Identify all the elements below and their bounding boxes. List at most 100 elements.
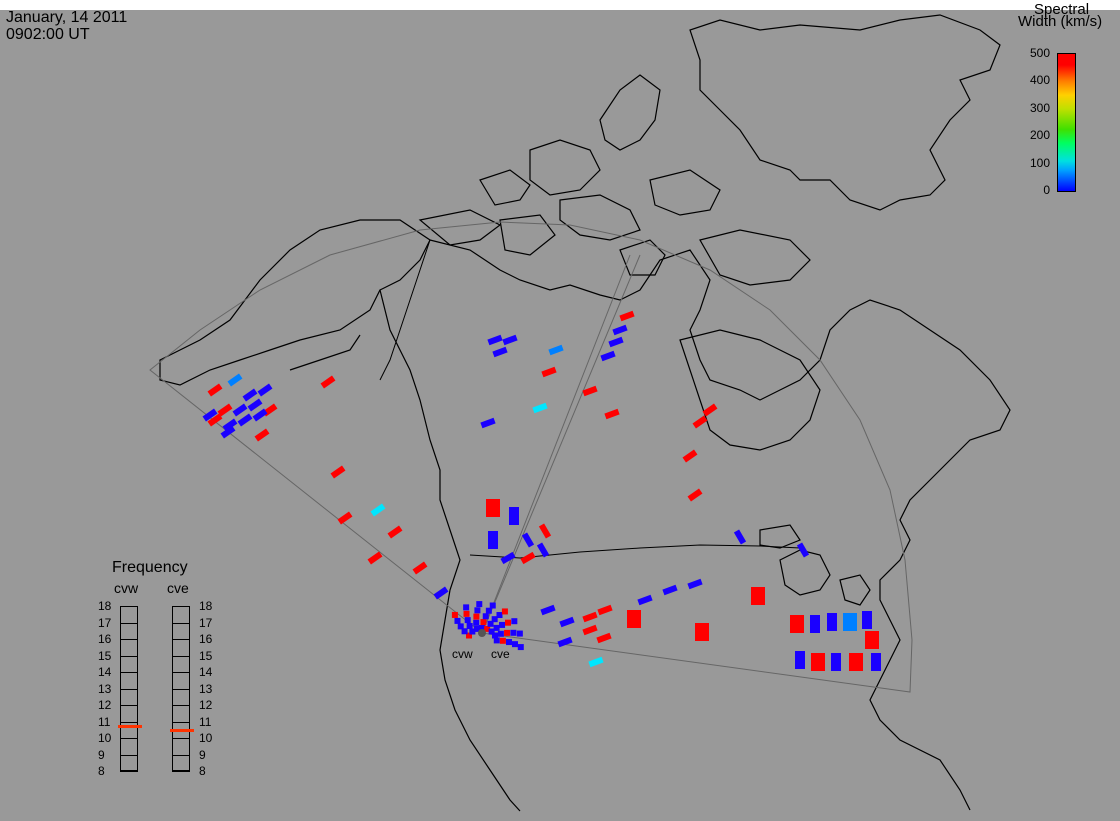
echo-cell-near (485, 607, 492, 614)
frequency-tick-left: 11 (98, 714, 111, 729)
echo-cell (540, 604, 556, 616)
echo-cell (227, 373, 243, 387)
echo-cell (849, 653, 863, 671)
echo-cell (557, 636, 573, 648)
echo-cell (536, 542, 550, 558)
echo-cell (608, 336, 624, 348)
echo-cell (702, 403, 718, 417)
frequency-tick-mark (172, 639, 190, 640)
echo-cell (865, 631, 879, 649)
echo-cell (862, 611, 872, 629)
echo-cell-near (501, 608, 508, 615)
spectral-width-colorbar (1057, 53, 1076, 192)
echo-cell (687, 488, 703, 502)
frequency-tick-right: 18 (199, 599, 213, 613)
frequency-tick-left: 13 (98, 681, 112, 696)
echo-cell-near (511, 641, 518, 648)
echo-cell (320, 375, 336, 389)
frequency-tick-mark (120, 754, 138, 756)
site-label-cvw: cvw (452, 647, 473, 661)
echo-cell (582, 611, 598, 623)
frequency-tick-mark (120, 672, 138, 673)
echo-cell (247, 398, 263, 412)
echo-cell (232, 403, 248, 417)
frequency-tick-left: 18 (98, 599, 112, 613)
frequency-tick-mark (172, 721, 190, 723)
echo-cell (538, 523, 552, 539)
echo-cell-near (469, 628, 476, 635)
echo-cell-near (505, 639, 512, 646)
frequency-tick-right: 13 (199, 681, 213, 696)
echo-cell (582, 624, 598, 636)
map-canvas (149, 14, 1011, 812)
echo-cell-near (517, 644, 524, 651)
echo-cell-near (496, 612, 503, 619)
echo-cell-near (457, 623, 464, 630)
echo-cell (843, 613, 857, 631)
frequency-tick-right: 12 (199, 698, 213, 712)
echo-cell-near (511, 618, 518, 625)
echo-cell (588, 656, 604, 668)
frequency-tick-mark (172, 672, 190, 673)
frequency-tick-mark (120, 606, 138, 607)
echo-cell-near (473, 613, 480, 620)
echo-cell (207, 383, 223, 397)
echo-cell-near (484, 625, 491, 632)
echo-cell (488, 531, 498, 549)
echo-cell (541, 366, 557, 378)
echo-cell (796, 542, 810, 558)
colorbar-tick-label: 200 (1029, 128, 1050, 143)
frequency-tick-right: 17 (199, 615, 213, 630)
echo-cell-near (510, 629, 517, 636)
frequency-tick-left: 14 (98, 665, 112, 679)
frequency-tick-right: 16 (199, 632, 213, 646)
echo-cell-near (451, 611, 458, 618)
echo-cell (692, 415, 708, 429)
echo-cell (600, 350, 616, 362)
echo-cell (252, 408, 268, 422)
frequency-tick-mark (172, 688, 190, 690)
echo-cell-near (487, 620, 494, 627)
echo-cell (687, 578, 703, 590)
echo-cell-near (493, 624, 500, 631)
echo-cell-near (491, 632, 498, 639)
echo-cell-near (466, 632, 473, 639)
echo-cell (237, 413, 253, 427)
frequency-tick-mark (120, 622, 138, 624)
frequency-tick-mark (120, 721, 138, 723)
echo-cell (220, 425, 236, 439)
colorbar-tick-label: 400 (1029, 73, 1050, 88)
echo-cell (217, 403, 233, 417)
frequency-tick-mark (172, 705, 190, 706)
frequency-tick-left: 8 (98, 764, 105, 778)
echo-cell (502, 334, 518, 346)
echo-cell (207, 413, 223, 427)
frequency-tick-mark (120, 639, 138, 640)
time-label: 0902:00 UT (6, 26, 90, 43)
echo-cell (492, 346, 508, 358)
echo-cell (733, 529, 747, 545)
frequency-tick-mark (172, 622, 190, 624)
echo-cell (254, 428, 270, 442)
radar-site-marker (478, 629, 486, 637)
colorbar-tick-label: 300 (1029, 100, 1050, 115)
echo-cell (257, 383, 273, 397)
echo-cell-near (504, 629, 511, 636)
echo-cell (597, 604, 613, 616)
echo-cell (559, 616, 575, 628)
echo-cell (433, 586, 449, 600)
frequency-tick-left: 12 (98, 698, 112, 712)
echo-cell-near (464, 617, 471, 624)
echo-cell (811, 653, 825, 671)
echo-cell (500, 551, 516, 565)
echo-cell-near (454, 617, 461, 624)
echo-cell (330, 465, 346, 479)
frequency-tick-mark (120, 705, 138, 706)
echo-cell-near (499, 621, 506, 628)
echo-cell-near (489, 602, 496, 609)
echo-cell-near (473, 619, 480, 626)
echo-cell-near (473, 625, 480, 632)
echo-cell (619, 310, 635, 322)
echo-cell (831, 653, 841, 671)
echo-cell-near (474, 607, 481, 614)
